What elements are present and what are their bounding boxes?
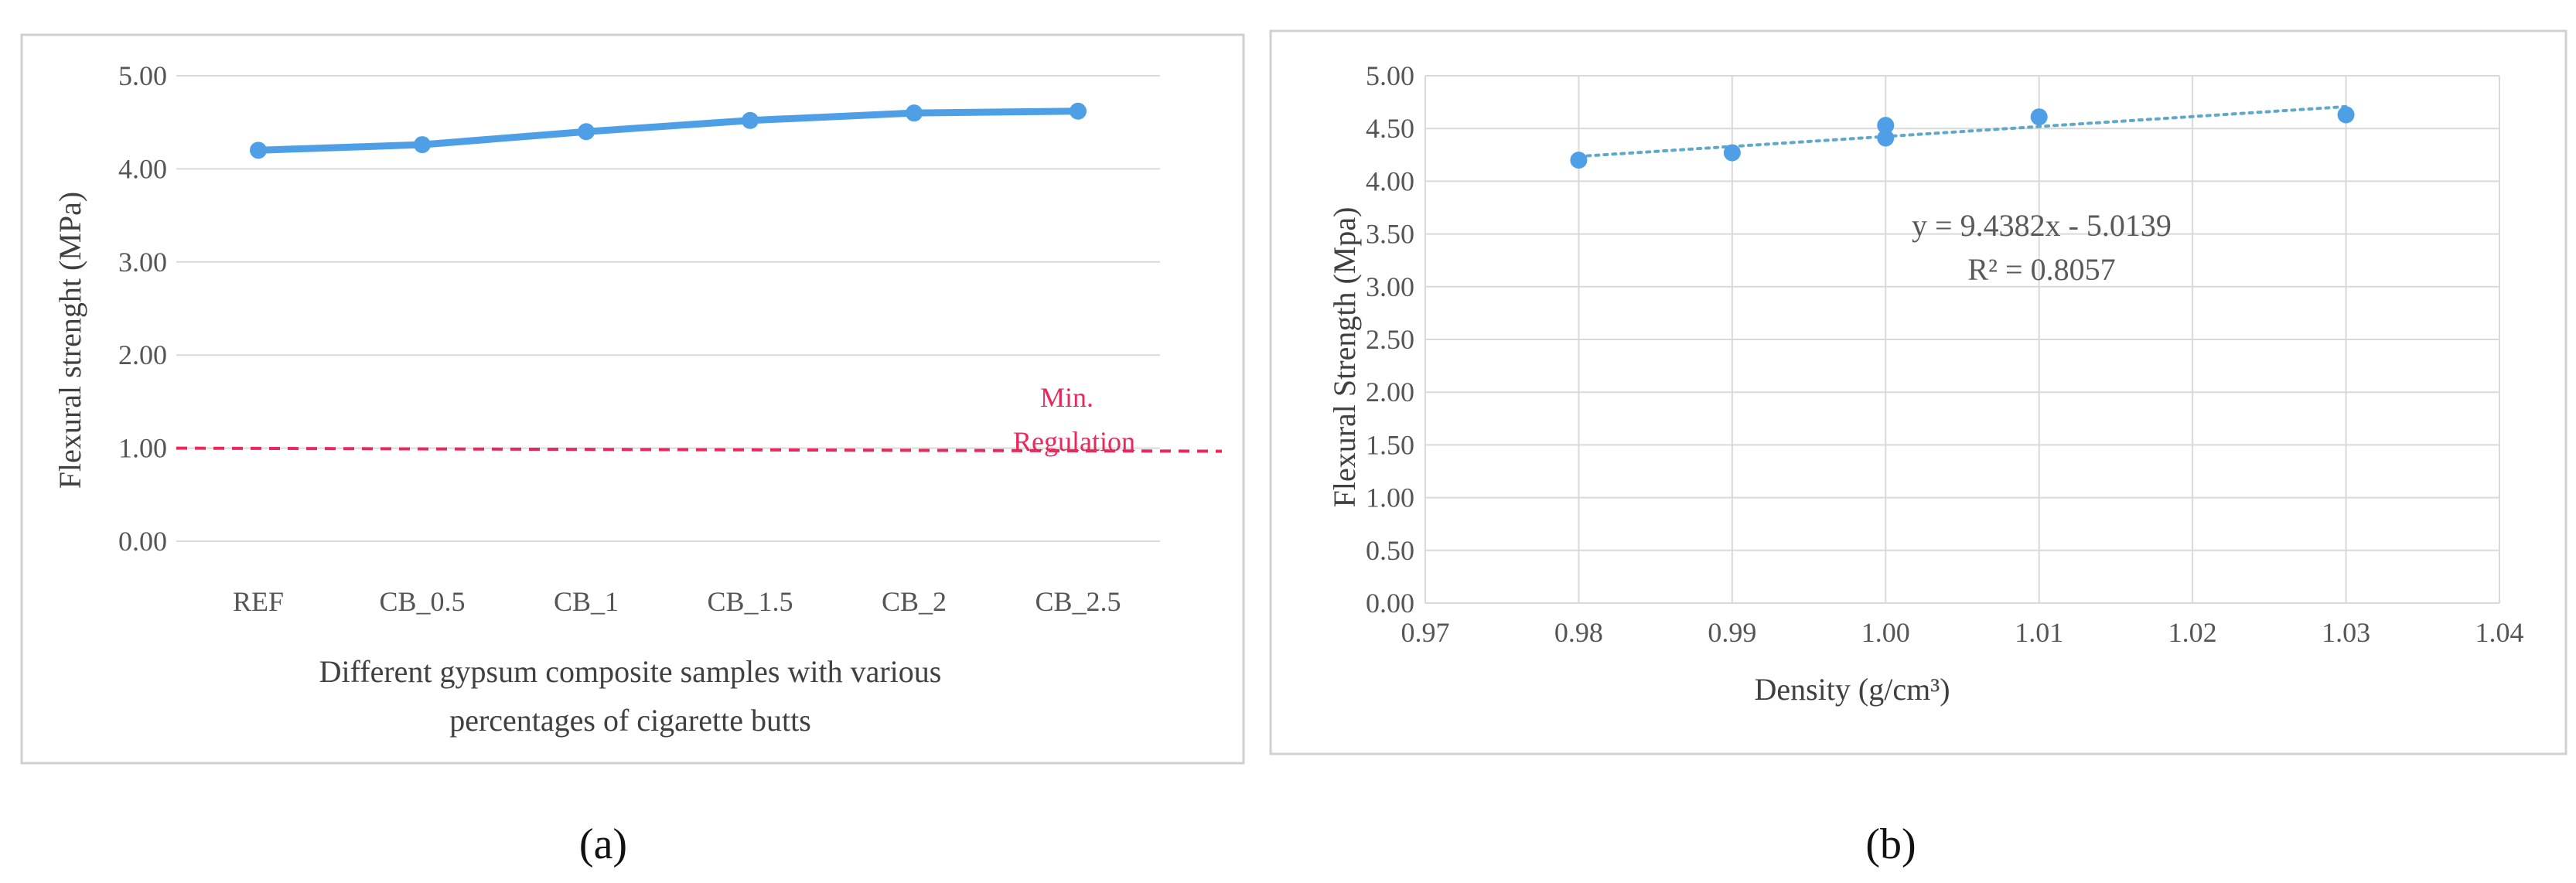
chart-b-y-axis-title: Flexural Strength (Mpa): [1327, 207, 1362, 508]
chart-a-point-CB_1.5: [742, 111, 759, 129]
r-squared-value: R² = 0.8057: [1967, 252, 2115, 287]
chart-a-y-tick-label: 2.00: [118, 339, 167, 370]
chart-a-x-tick-label: CB_0.5: [379, 586, 465, 617]
min-regulation-label-line2: Regulation: [1013, 426, 1135, 457]
min-regulation-line: [176, 446, 1223, 453]
min-regulation-label-line1: Min.: [1040, 382, 1094, 413]
chart-a-data-points: [250, 102, 1087, 159]
chart-a: 0.00 1.00 2.00 3.00 4.00 5.00 REF CB_0.5 CB_1 CB…: [20, 33, 1245, 765]
trendline-equation: y = 9.4382x - 5.0139: [1912, 208, 2172, 243]
chart-b-point-4: [1877, 117, 1895, 135]
chart-b-y-tick-label: 3.50: [1366, 219, 1414, 250]
chart-b-x-ticks: 0.97 0.98 0.99 1.00 1.01 1.02 1.03 1.04: [1401, 617, 2524, 648]
chart-b-x-tick-label: 1.03: [2322, 617, 2370, 648]
chart-b-point-1: [1570, 152, 1588, 169]
chart-a-x-tick-label: CB_1: [554, 586, 619, 617]
chart-a-x-axis-title-line2: percentages of cigarette butts: [449, 703, 811, 738]
chart-a-gridlines: [176, 75, 1160, 542]
chart-b-y-ticks: 0.00 0.50 1.00 1.50 2.00 2.50 3.00 3.50 4.00 4.50…: [1366, 60, 1414, 619]
chart-b-point-2: [1723, 144, 1741, 162]
chart-b-x-axis-title: Density (g/cm³): [1754, 672, 1950, 707]
chart-b-point-5: [2030, 108, 2048, 126]
chart-a-x-tick-label: CB_2: [882, 586, 947, 617]
chart-b-y-tick-label: 0.00: [1366, 588, 1414, 619]
panel-label-b: (b): [1865, 820, 1916, 868]
chart-b-y-tick-label: 4.00: [1366, 165, 1414, 196]
linear-trendline: [1577, 104, 2348, 159]
chart-a-y-axis-title: Flexural strenght (MPa): [53, 192, 87, 489]
panel-label-a: (a): [579, 820, 627, 868]
chart-a-y-tick-label: 4.00: [118, 153, 167, 184]
chart-a-y-tick-label: 0.00: [118, 526, 167, 557]
chart-b-x-tick-label: 0.97: [1401, 617, 1450, 648]
chart-b-y-tick-label: 1.50: [1366, 429, 1414, 460]
chart-b-y-tick-label: 0.50: [1366, 535, 1414, 566]
chart-b-y-tick-label: 3.00: [1366, 271, 1414, 302]
chart-b-data-points: [1570, 106, 2355, 169]
chart-b-point-6: [2337, 106, 2355, 124]
chart-b-x-tick-label: 1.02: [2168, 617, 2217, 648]
chart-a-y-ticks: 0.00 1.00 2.00 3.00 4.00 5.00: [118, 60, 167, 557]
chart-a-x-axis-title-line1: Different gypsum composite samples with …: [319, 654, 942, 689]
chart-b-y-tick-label: 2.00: [1366, 377, 1414, 407]
chart-a-x-tick-label: CB_2.5: [1035, 586, 1121, 617]
chart-a-y-tick-label: 3.00: [118, 247, 167, 278]
chart-b-frame: [1269, 29, 2567, 755]
chart-a-point-CB_2: [906, 104, 923, 122]
chart-a-x-ticks: REF CB_0.5 CB_1 CB_1.5 CB_2 CB_2.5: [233, 586, 1121, 617]
chart-a-x-tick-label: REF: [233, 586, 284, 617]
chart-b-x-tick-label: 1.00: [1861, 617, 1910, 648]
flexural-strength-series-line: [254, 107, 1082, 154]
chart-b-y-tick-label: 4.50: [1366, 113, 1414, 144]
chart-a-x-tick-label: CB_1.5: [707, 586, 793, 617]
chart-a-point-REF: [250, 141, 267, 159]
chart-b-x-tick-label: 1.04: [2475, 617, 2524, 648]
chart-a-frame: [20, 33, 1245, 765]
chart-b-x-tick-label: 0.99: [1708, 617, 1756, 648]
chart-b-point-3: [1877, 129, 1895, 147]
chart-b-y-tick-label: 2.50: [1366, 324, 1414, 355]
chart-b-gridlines: [1424, 75, 2500, 604]
chart-a-y-tick-label: 1.00: [118, 433, 167, 464]
chart-b: 0.00 0.50 1.00 1.50 2.00 2.50 3.00 3.50 4.00 4.50…: [1269, 29, 2567, 755]
chart-a-point-CB_2.5: [1070, 102, 1087, 120]
chart-a-y-tick-label: 5.00: [118, 60, 167, 91]
chart-b-x-tick-label: 1.01: [2015, 617, 2063, 648]
chart-a-point-CB_1: [578, 123, 595, 141]
chart-b-y-tick-label: 5.00: [1366, 60, 1414, 91]
chart-a-point-CB_0.5: [414, 136, 431, 154]
chart-b-y-tick-label: 1.00: [1366, 482, 1414, 513]
chart-b-x-tick-label: 0.98: [1554, 617, 1603, 648]
